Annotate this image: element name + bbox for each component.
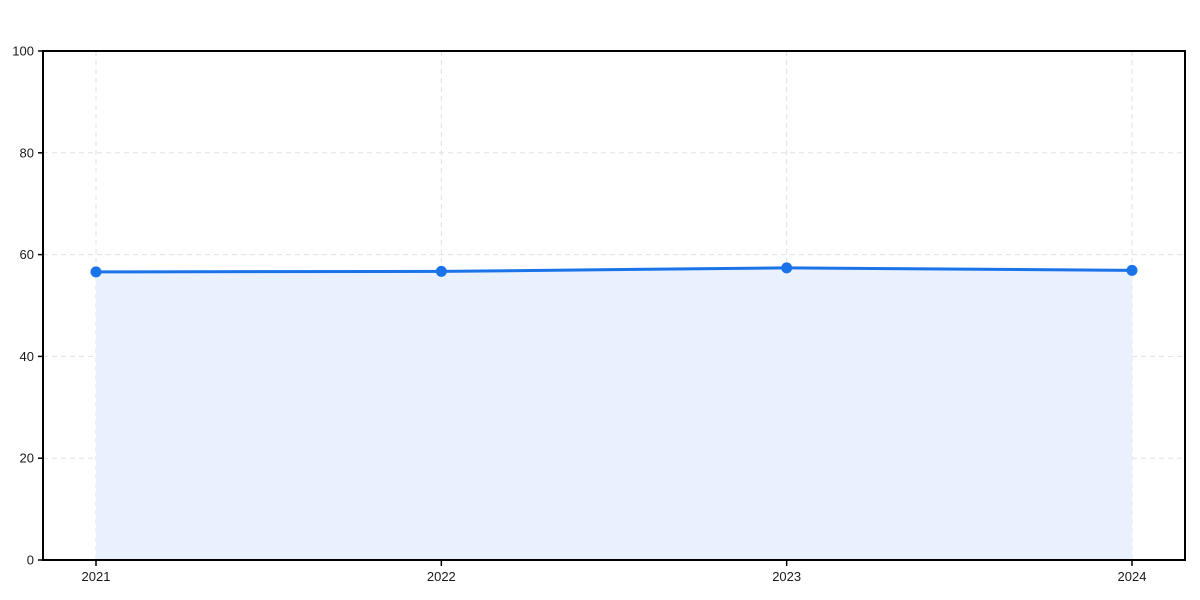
y-tick-label: 20 bbox=[20, 451, 34, 466]
y-tick-label: 80 bbox=[20, 145, 34, 160]
area-fill bbox=[96, 267, 1132, 560]
y-tick-label: 60 bbox=[20, 247, 34, 262]
data-point-2023 bbox=[781, 262, 793, 274]
data-point-2022 bbox=[435, 265, 447, 277]
plot-frame bbox=[42, 50, 1186, 561]
x-tick-label: 2022 bbox=[427, 569, 456, 584]
x-tick-label: 2023 bbox=[772, 569, 801, 584]
y-tick-label: 100 bbox=[12, 44, 34, 59]
y-tick-label: 40 bbox=[20, 349, 34, 364]
y-tick-label: 0 bbox=[27, 553, 34, 568]
trend-line bbox=[94, 266, 1134, 274]
x-tick-label: 2021 bbox=[82, 569, 111, 584]
x-tick-label: 2024 bbox=[1118, 569, 1147, 584]
data-point-2024 bbox=[1126, 264, 1138, 276]
data-point-2021 bbox=[90, 266, 102, 278]
